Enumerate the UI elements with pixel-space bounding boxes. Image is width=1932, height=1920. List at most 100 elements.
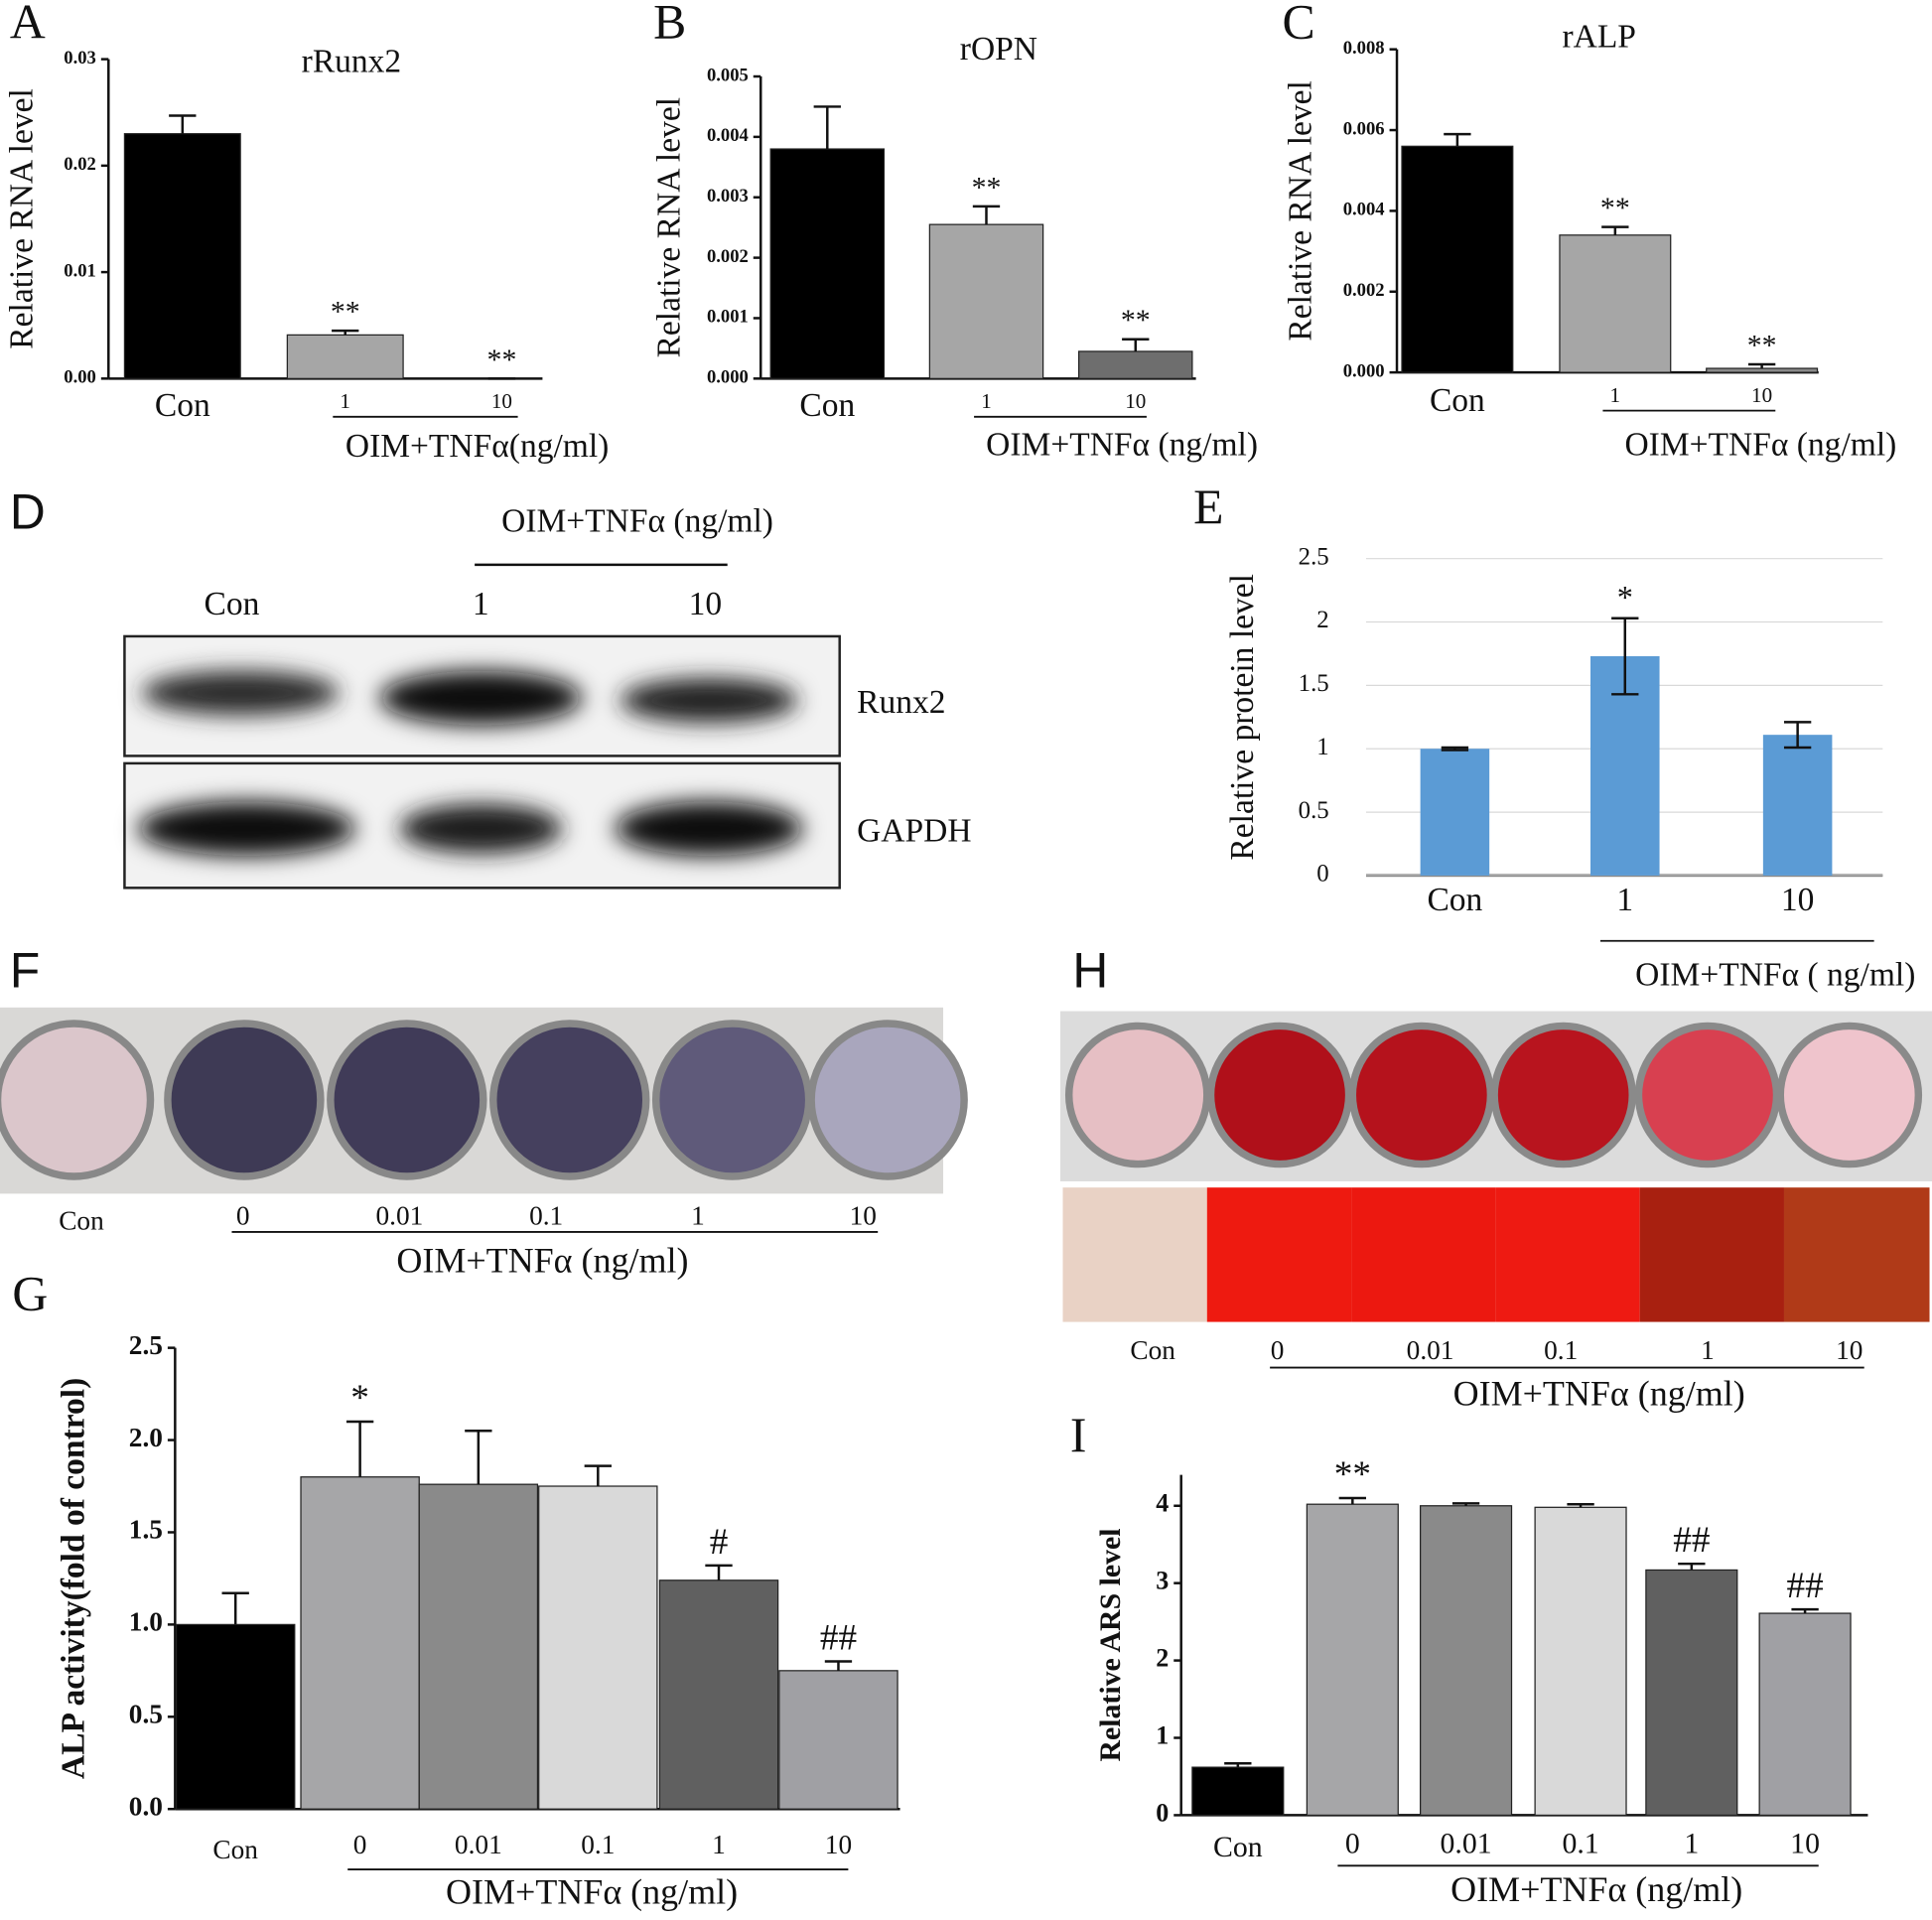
y-tick-label: 1	[1316, 734, 1328, 760]
bar	[123, 133, 241, 379]
y-axis-label: Relative protein level	[1224, 574, 1261, 861]
bar	[175, 1623, 296, 1810]
well-label: 0.01	[1407, 1335, 1454, 1365]
y-tick-label: 0.006	[1343, 118, 1385, 139]
panel-letter: H	[1072, 942, 1108, 998]
x-tick-label: 0.01	[455, 1830, 502, 1859]
panel-letter: A	[10, 0, 46, 50]
bar	[1401, 145, 1514, 373]
x-tick-label: Con	[799, 387, 855, 424]
group-label: OIM+TNFα (ng/ml)	[1453, 1374, 1745, 1414]
group-label: OIM+TNFα (ng/ml)	[446, 1871, 738, 1911]
band-label: Runx2	[857, 684, 945, 721]
x-tick-label: 1	[340, 389, 350, 413]
annotation: **	[1600, 192, 1630, 224]
bar	[286, 334, 404, 379]
x-tick-label: 10	[1790, 1827, 1820, 1859]
bar	[1420, 749, 1490, 876]
lane-label: 1	[473, 586, 489, 622]
well-label: 10	[1836, 1335, 1863, 1365]
plate-h: H Con 0 0.01 0.1 1 10 OIM+TNFα (ng/ml)	[1060, 942, 1932, 1414]
x-tick-label: 1	[1684, 1827, 1699, 1859]
annotation: **	[972, 171, 1002, 204]
bar	[1559, 234, 1672, 373]
chart-title: rALP	[1562, 18, 1635, 55]
annotation: ##	[1786, 1566, 1823, 1606]
x-tick-label: Con	[1427, 882, 1482, 918]
y-tick-label: 0.002	[707, 246, 749, 267]
x-tick-label: 1	[981, 389, 992, 413]
blot-header: OIM+TNFα (ng/ml)	[501, 503, 773, 540]
bar	[418, 1483, 539, 1810]
micrograph	[1351, 1187, 1496, 1322]
bar	[658, 1579, 779, 1810]
blot-panel: D OIM+TNFα (ng/ml) Con 1 10 Runx2 GAPDH	[10, 483, 972, 890]
bar	[1078, 350, 1193, 379]
y-axis-label: Relative RNA level	[651, 97, 688, 358]
bar	[1758, 1612, 1852, 1817]
y-tick-label: 0	[1316, 861, 1328, 888]
well-label: 0.1	[529, 1200, 563, 1230]
x-tick-label: 0.1	[1562, 1827, 1598, 1859]
x-tick-label: Con	[212, 1835, 258, 1864]
y-axis-label: Relative RNA level	[4, 88, 41, 349]
well-label: 0	[1271, 1335, 1285, 1365]
x-tick-label: Con	[1213, 1831, 1263, 1863]
lane-label: 10	[689, 586, 723, 622]
lane-label: Con	[205, 586, 260, 622]
micrograph	[1495, 1187, 1640, 1322]
x-tick-label: 0.1	[581, 1830, 615, 1859]
group-label: OIM+TNFα (ng/ml)	[1624, 427, 1896, 464]
annotation: **	[1121, 304, 1151, 337]
y-tick-label: 4	[1156, 1489, 1169, 1518]
annotation: ##	[820, 1618, 857, 1659]
y-tick-label: 0.005	[707, 65, 749, 85]
annotation: #	[710, 1522, 729, 1563]
y-tick-label: 0.008	[1343, 38, 1385, 59]
bar	[1762, 735, 1833, 876]
x-tick-label: 10	[1781, 882, 1815, 918]
group-label: OIM+TNFα(ng/ml)	[345, 428, 609, 465]
y-tick-label: 0.000	[1343, 360, 1385, 381]
y-tick-label: 1.5	[129, 1515, 163, 1545]
x-tick-label: 1	[1610, 383, 1621, 407]
x-tick-label: Con	[155, 387, 210, 424]
panel-letter: C	[1283, 0, 1315, 50]
micrograph	[1206, 1187, 1352, 1322]
y-axis-label: Relative ARS level	[1094, 1528, 1127, 1761]
y-tick-label: 2.0	[129, 1423, 163, 1452]
y-tick-label: 2	[1156, 1644, 1169, 1673]
bar	[300, 1476, 420, 1810]
panel-letter: F	[10, 942, 40, 998]
annotation: **	[487, 343, 517, 376]
group-label: OIM+TNFα (ng/ml)	[1450, 1869, 1742, 1909]
band-label: GAPDH	[857, 812, 971, 849]
well-label: 0	[236, 1200, 250, 1230]
y-tick-label: 0.003	[707, 186, 749, 206]
x-tick-label: 0	[353, 1830, 367, 1859]
well-label: 0.01	[375, 1200, 423, 1230]
y-axis-label: ALP activity(fold of control)	[56, 1378, 92, 1779]
x-tick-label: 1	[712, 1830, 726, 1859]
group-label: OIM+TNFα (ng/ml)	[396, 1240, 688, 1280]
panel-letter: E	[1193, 480, 1223, 534]
bar	[1706, 367, 1819, 373]
annotation: **	[1334, 1454, 1371, 1495]
y-tick-label: 0.00	[64, 367, 96, 388]
bar	[1306, 1503, 1399, 1817]
x-tick-label: 0	[1345, 1827, 1360, 1859]
bar	[1534, 1506, 1627, 1817]
y-tick-label: 0.001	[707, 307, 749, 328]
y-tick-label: 0.01	[64, 260, 96, 281]
bar	[1191, 1766, 1285, 1817]
y-tick-label: 2.5	[1299, 543, 1329, 570]
plate-f: F Con 0 0.01 0.1 1 10 OIM+TNFα (ng/ml)	[0, 942, 968, 1280]
bar	[538, 1485, 658, 1810]
bar	[928, 223, 1044, 379]
bar	[778, 1670, 898, 1810]
well-label: 1	[1701, 1335, 1715, 1365]
micrograph	[1639, 1187, 1784, 1322]
annotation: **	[1747, 329, 1777, 361]
bar	[1645, 1569, 1738, 1817]
